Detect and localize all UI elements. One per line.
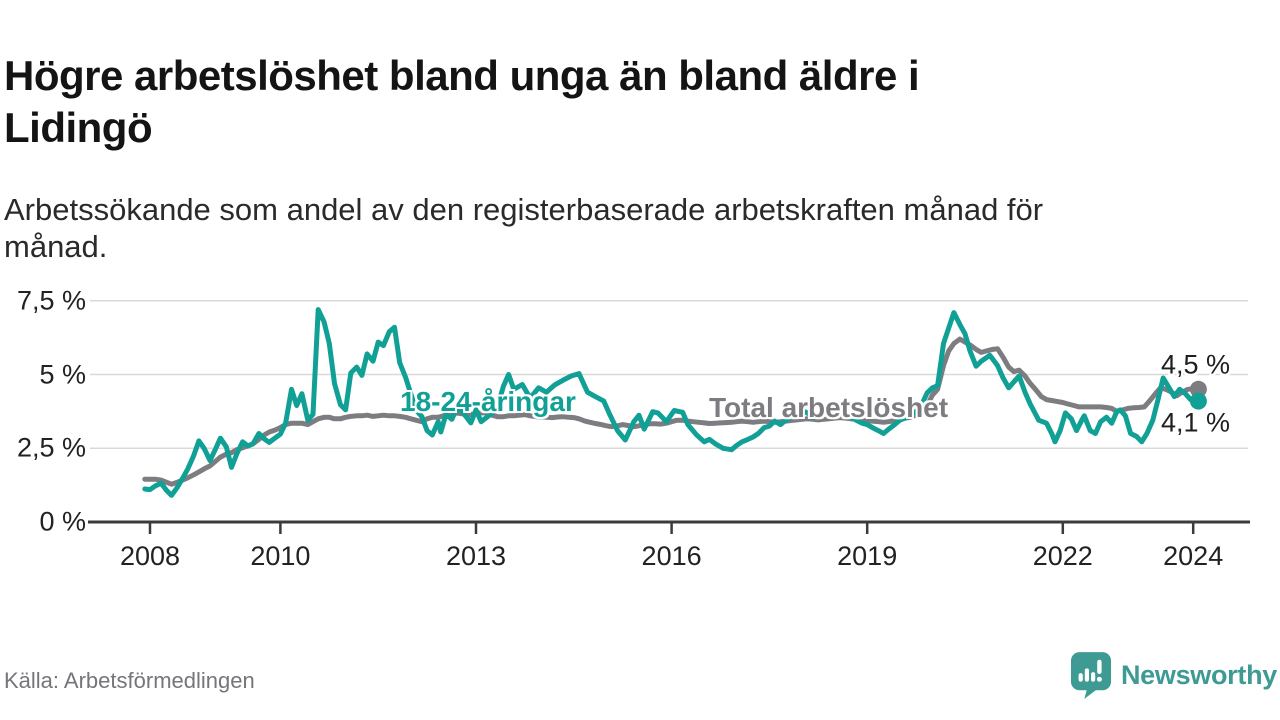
y-axis-tick-label: 7,5 % xyxy=(16,285,86,316)
chart-subtitle: Arbetssökande som andel av den registerb… xyxy=(4,191,1204,265)
x-axis-tick-label: 2008 xyxy=(119,541,181,571)
newsworthy-logo-icon xyxy=(1070,652,1111,699)
brand-wordmark: Newsworthy xyxy=(1120,659,1277,690)
x-axis-tick-label: 2010 xyxy=(250,541,311,571)
y-axis-tick-label: 0 % xyxy=(39,506,86,537)
title-line-1: Högre arbetslöshet bland unga än bland ä… xyxy=(4,52,920,100)
subtitle-line-2: månad. xyxy=(4,229,108,264)
x-axis-tick-label: 2022 xyxy=(1032,541,1093,571)
series-label-youth: 18-24-åringar xyxy=(400,386,576,417)
y-axis-tick-label: 2,5 % xyxy=(16,432,86,463)
series-label-total: Total arbetslöshet xyxy=(709,392,949,423)
newsworthy-brand: Newsworthy xyxy=(1070,650,1277,700)
end-value-label-youth: 4,1 % xyxy=(1160,407,1230,438)
page-title: Högre arbetslöshet bland unga än bland ä… xyxy=(4,50,1184,154)
source-credit: Källa: Arbetsförmedlingen xyxy=(4,668,255,693)
x-axis-tick-label: 2016 xyxy=(641,541,702,571)
series-end-dot xyxy=(1189,380,1207,398)
y-axis-tick-label: 5 % xyxy=(39,359,86,389)
x-axis-tick-label: 2019 xyxy=(837,541,898,571)
x-axis-tick-label: 2013 xyxy=(445,541,507,571)
subtitle-line-1: Arbetssökande som andel av den registerb… xyxy=(4,192,1044,227)
x-axis-tick-label: 2024 xyxy=(1163,541,1224,571)
series-line-total-arbetslöshet xyxy=(142,336,1201,487)
end-value-label-total: 4,5 % xyxy=(1160,349,1230,380)
series-line-18-24-åringar xyxy=(142,307,1201,498)
title-line-2: Lidingö xyxy=(4,104,153,152)
series-end-dot xyxy=(1189,392,1207,410)
